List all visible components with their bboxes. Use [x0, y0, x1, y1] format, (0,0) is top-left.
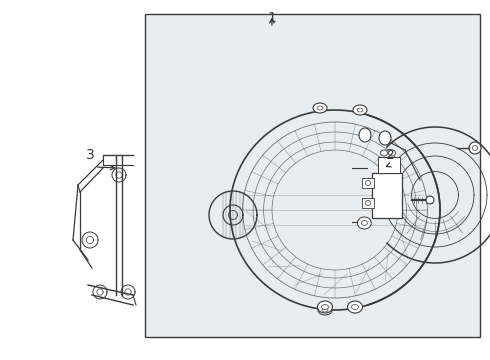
Ellipse shape [351, 305, 359, 310]
Ellipse shape [366, 201, 370, 206]
Ellipse shape [317, 106, 323, 110]
Ellipse shape [426, 196, 434, 204]
Ellipse shape [472, 145, 477, 150]
Ellipse shape [469, 142, 481, 154]
Bar [145, 14, 480, 337]
Text: 1: 1 [268, 11, 276, 25]
Ellipse shape [353, 105, 367, 115]
Ellipse shape [322, 308, 328, 312]
Ellipse shape [347, 301, 363, 313]
Ellipse shape [359, 128, 371, 142]
Text: 2: 2 [386, 148, 394, 162]
Ellipse shape [361, 220, 368, 225]
Ellipse shape [321, 305, 328, 310]
Ellipse shape [366, 180, 370, 185]
Bar [378, 157, 400, 173]
Bar [372, 173, 402, 218]
Bar [362, 178, 374, 188]
Bar [362, 198, 374, 208]
Ellipse shape [318, 301, 333, 313]
Text: 3: 3 [86, 148, 95, 162]
Ellipse shape [389, 150, 395, 156]
Ellipse shape [318, 305, 332, 315]
Ellipse shape [357, 217, 371, 229]
Ellipse shape [313, 103, 327, 113]
Ellipse shape [381, 150, 388, 156]
Ellipse shape [357, 108, 363, 112]
Ellipse shape [379, 131, 391, 145]
